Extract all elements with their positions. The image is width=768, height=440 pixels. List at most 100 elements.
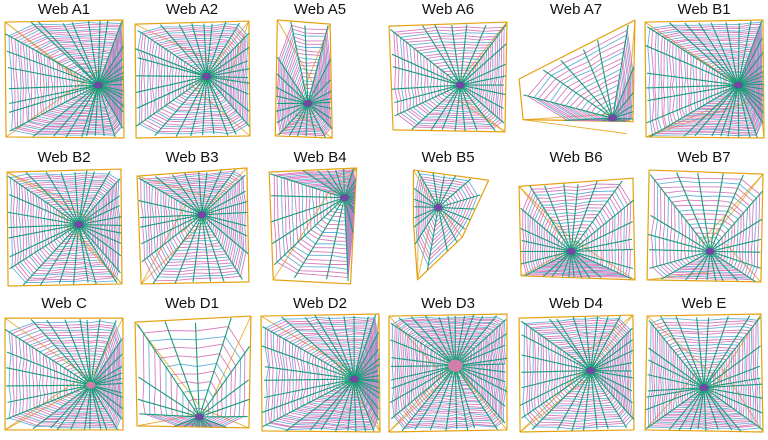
web-hub	[74, 221, 83, 228]
radial-thread	[738, 85, 739, 137]
web-panel-A5: Web A5	[256, 0, 384, 146]
radial-thread	[136, 76, 207, 77]
web-hub	[303, 100, 312, 107]
web-hub	[197, 211, 206, 218]
web-drawing	[131, 166, 253, 288]
web-hub	[699, 384, 708, 391]
web-hub	[586, 367, 595, 374]
web-hub	[456, 82, 465, 89]
web-hub	[340, 194, 349, 201]
web-drawing	[131, 18, 253, 140]
radial-thread	[6, 385, 91, 386]
web-drawing	[643, 312, 765, 434]
frame-thread	[418, 226, 430, 280]
web-panel-A2: Web A2	[128, 0, 256, 146]
web-hub	[434, 204, 443, 211]
radial-thread	[271, 196, 344, 198]
web-title: Web B6	[512, 149, 640, 167]
web-panel-B1: Web B1	[640, 0, 768, 146]
web-panel-B4: Web B4	[256, 148, 384, 294]
radial-thread	[710, 251, 760, 252]
radial-thread	[199, 380, 248, 417]
radial-thread	[165, 321, 199, 417]
web-title: Web B2	[0, 149, 128, 167]
radial-thread	[521, 371, 590, 373]
web-title: Web A5	[256, 1, 384, 19]
web-panel-A7: Web A7	[512, 0, 640, 146]
web-panel-B7: Web B7	[640, 148, 768, 294]
radial-thread	[344, 169, 345, 198]
web-title: Web B4	[256, 149, 384, 167]
web-panel-A1: Web A1	[0, 0, 128, 146]
radial-thread	[138, 324, 200, 417]
radial-thread	[264, 379, 354, 380]
frame-thread	[708, 174, 763, 242]
web-panel-A6: Web A6	[384, 0, 512, 146]
web-hub	[86, 382, 95, 389]
radial-thread	[455, 366, 456, 429]
radial-thread	[138, 377, 199, 417]
web-drawing	[3, 166, 125, 288]
web-title: Web B1	[640, 1, 768, 19]
web-title: Web A1	[0, 1, 128, 19]
web-title: Web E	[640, 295, 768, 313]
web-title: Web A2	[128, 1, 256, 19]
web-drawing	[131, 312, 253, 434]
web-panel-B5: Web B5	[384, 148, 512, 294]
web-panel-B6: Web B6	[512, 148, 640, 294]
web-hub	[448, 360, 462, 372]
web-title: Web D4	[512, 295, 640, 313]
web-title: Web D3	[384, 295, 512, 313]
web-panel-B3: Web B3	[128, 148, 256, 294]
web-title: Web A7	[512, 1, 640, 19]
radial-thread	[591, 371, 632, 372]
web-drawing	[259, 166, 381, 288]
frame-thread	[135, 316, 251, 428]
web-hub	[706, 248, 715, 255]
web-hub	[195, 413, 204, 420]
web-drawing	[515, 18, 637, 140]
web-drawing	[387, 312, 509, 434]
web-drawing	[387, 18, 509, 140]
web-drawing	[259, 312, 381, 434]
web-title: Web B5	[384, 149, 512, 167]
radial-thread	[460, 85, 503, 108]
web-panel-B2: Web B2	[0, 148, 128, 294]
web-hub	[94, 82, 103, 89]
web-title: Web D2	[256, 295, 384, 313]
web-drawing	[643, 18, 765, 140]
web-title: Web C	[0, 295, 128, 313]
web-panel-D1: Web D1	[128, 294, 256, 440]
web-panel-C: Web C	[0, 294, 128, 440]
web-hub	[608, 114, 617, 121]
web-hub	[202, 73, 211, 80]
web-title: Web A6	[384, 1, 512, 19]
web-title: Web B7	[640, 149, 768, 167]
web-hub	[734, 82, 743, 89]
web-drawing	[259, 18, 381, 140]
web-panel-E: Web E	[640, 294, 768, 440]
radial-thread	[327, 198, 345, 280]
web-panel-D4: Web D4	[512, 294, 640, 440]
web-panel-D2: Web D2	[256, 294, 384, 440]
web-title: Web B3	[128, 149, 256, 167]
web-drawing	[643, 166, 765, 288]
web-panel-D3: Web D3	[384, 294, 512, 440]
web-drawing	[3, 18, 125, 140]
radial-thread	[710, 173, 723, 251]
radial-thread	[649, 250, 710, 252]
radial-thread	[522, 241, 571, 252]
web-drawing	[3, 312, 125, 434]
web-drawing	[387, 166, 509, 288]
web-hub	[567, 248, 576, 255]
radial-thread	[8, 176, 79, 224]
radial-thread	[710, 239, 761, 251]
sticky-spiral	[160, 354, 231, 424]
web-drawing	[515, 166, 637, 288]
radial-thread	[584, 371, 591, 431]
web-title: Web D1	[128, 295, 256, 313]
web-hub	[350, 376, 359, 383]
web-drawing	[515, 312, 637, 434]
frame-thread	[413, 170, 488, 280]
